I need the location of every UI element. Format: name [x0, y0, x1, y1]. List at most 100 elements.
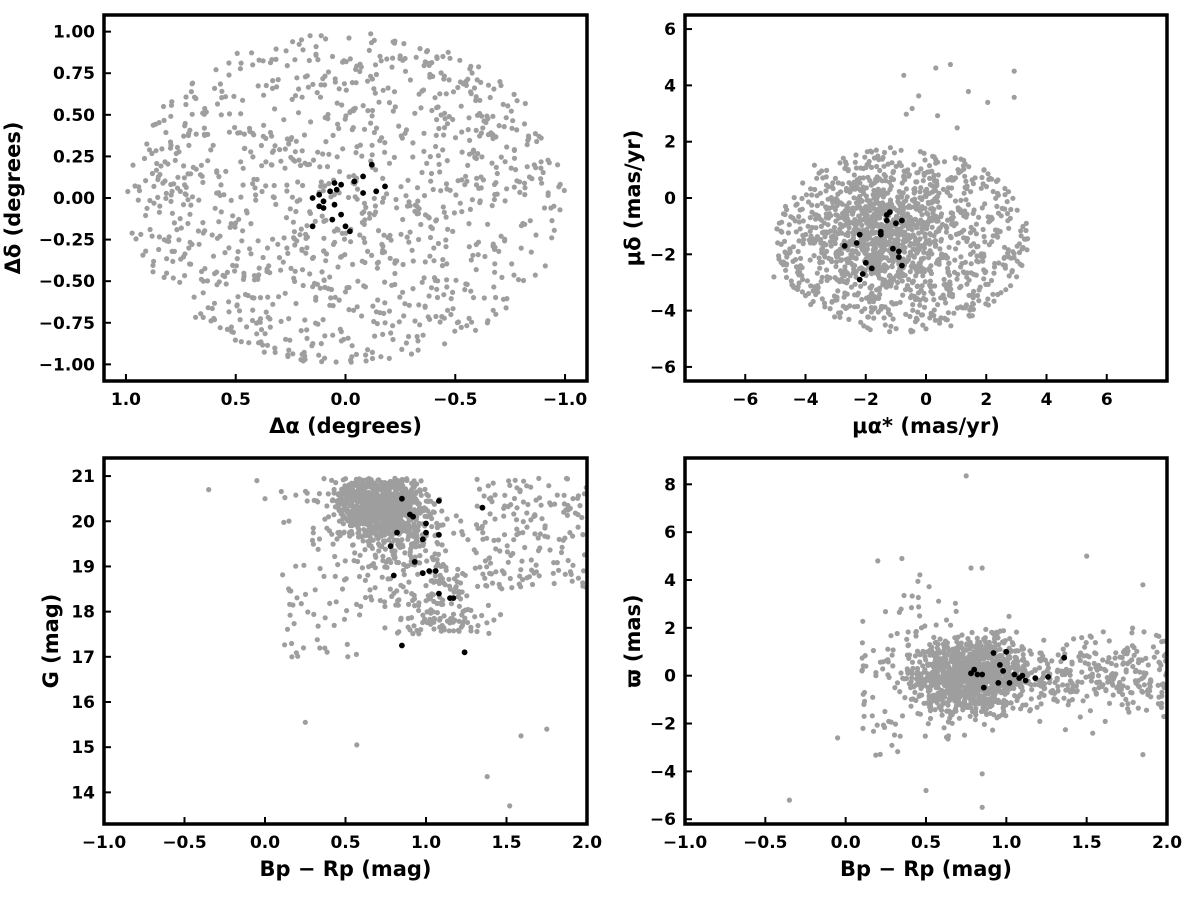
field-star-point [382, 140, 388, 146]
field-star-point [492, 269, 498, 275]
field-star-point [398, 133, 404, 139]
field-star-point [429, 591, 435, 597]
field-star-point [187, 239, 193, 245]
field-star-point [386, 537, 392, 543]
field-star-point [920, 322, 926, 328]
field-star-point [354, 196, 360, 202]
field-star-point [234, 302, 240, 308]
field-star-point [863, 295, 870, 301]
field-star-point [991, 298, 997, 304]
field-star-point [349, 127, 355, 133]
field-star-point [256, 340, 262, 346]
field-star-point [921, 249, 927, 255]
field-star-point [201, 125, 207, 131]
field-star-point [362, 547, 368, 553]
field-star-point [223, 168, 229, 174]
field-star-point [289, 654, 295, 660]
field-star-point [232, 224, 238, 230]
field-star-point [289, 96, 295, 102]
member-star-point [841, 243, 848, 249]
field-star-point [371, 212, 377, 218]
field-star-point [176, 237, 182, 243]
field-star-point [469, 70, 475, 76]
field-star-point [255, 276, 261, 282]
field-star-point [868, 285, 874, 291]
field-star-point [187, 211, 193, 217]
field-star-point [476, 185, 482, 191]
y-tick-label: 0.00 [53, 189, 95, 209]
field-star-point [390, 323, 396, 329]
field-star-point [314, 281, 320, 287]
field-star-point [838, 310, 844, 316]
field-star-point [897, 160, 903, 166]
field-star-point [943, 283, 949, 289]
field-star-point [880, 279, 886, 286]
field-star-point [404, 234, 410, 240]
field-star-point [911, 162, 917, 168]
field-star-point [473, 267, 479, 273]
field-star-point [282, 495, 288, 501]
field-star-point [490, 135, 496, 142]
field-star-point [402, 55, 408, 62]
field-star-point [390, 108, 396, 114]
field-star-point [505, 559, 511, 565]
field-star-point [361, 126, 368, 132]
field-star-point [277, 147, 283, 153]
field-star-point [919, 283, 925, 289]
field-star-point [432, 95, 438, 101]
field-star-point [178, 225, 184, 231]
field-star-point [482, 558, 488, 564]
field-star-point [981, 167, 987, 173]
member-star-point [410, 513, 416, 520]
field-star-point [561, 492, 567, 498]
field-star-point [290, 39, 296, 45]
field-star-point [410, 484, 416, 490]
field-star-point [926, 237, 932, 243]
field-star-point [272, 106, 278, 112]
field-star-point [1000, 705, 1006, 711]
y-tick-label: 0.75 [53, 64, 95, 84]
field-star-point [874, 163, 880, 170]
field-star-point [171, 181, 177, 187]
field-star-point [304, 223, 310, 229]
field-star-point [901, 72, 907, 78]
field-star-point [428, 170, 435, 177]
field-star-point [938, 252, 945, 258]
field-star-point [441, 209, 447, 215]
field-star-point [204, 278, 211, 284]
field-star-point [947, 61, 954, 68]
field-star-point [263, 82, 269, 89]
field-star-point [861, 241, 867, 247]
field-star-point [823, 174, 829, 180]
field-star-point [501, 513, 507, 519]
field-star-point [312, 587, 318, 593]
field-star-point [164, 270, 170, 276]
field-star-point [871, 155, 878, 161]
x-tick-label: 0 [920, 390, 932, 410]
field-star-point [1156, 667, 1163, 673]
field-star-point [248, 251, 254, 257]
field-star-point [795, 248, 801, 255]
field-star-point [330, 541, 336, 547]
field-star-point [1071, 636, 1077, 642]
field-star-point [990, 188, 996, 195]
field-star-point [418, 105, 424, 111]
field-star-point [943, 317, 949, 323]
field-star-point [502, 198, 508, 204]
field-star-point [783, 267, 789, 273]
field-star-point [935, 218, 941, 224]
field-star-point [397, 53, 403, 59]
field-star-point [863, 185, 870, 191]
field-star-point [422, 259, 428, 265]
field-star-point [415, 571, 421, 577]
field-star-point [520, 519, 526, 525]
field-star-point [377, 138, 383, 144]
field-star-point [899, 180, 905, 186]
field-star-point [451, 628, 457, 634]
field-star-point [236, 308, 243, 314]
field-star-point [1011, 255, 1017, 261]
field-star-point [330, 132, 336, 138]
field-star-point [302, 719, 308, 725]
field-star-point [385, 484, 391, 490]
field-star-point [436, 125, 442, 132]
